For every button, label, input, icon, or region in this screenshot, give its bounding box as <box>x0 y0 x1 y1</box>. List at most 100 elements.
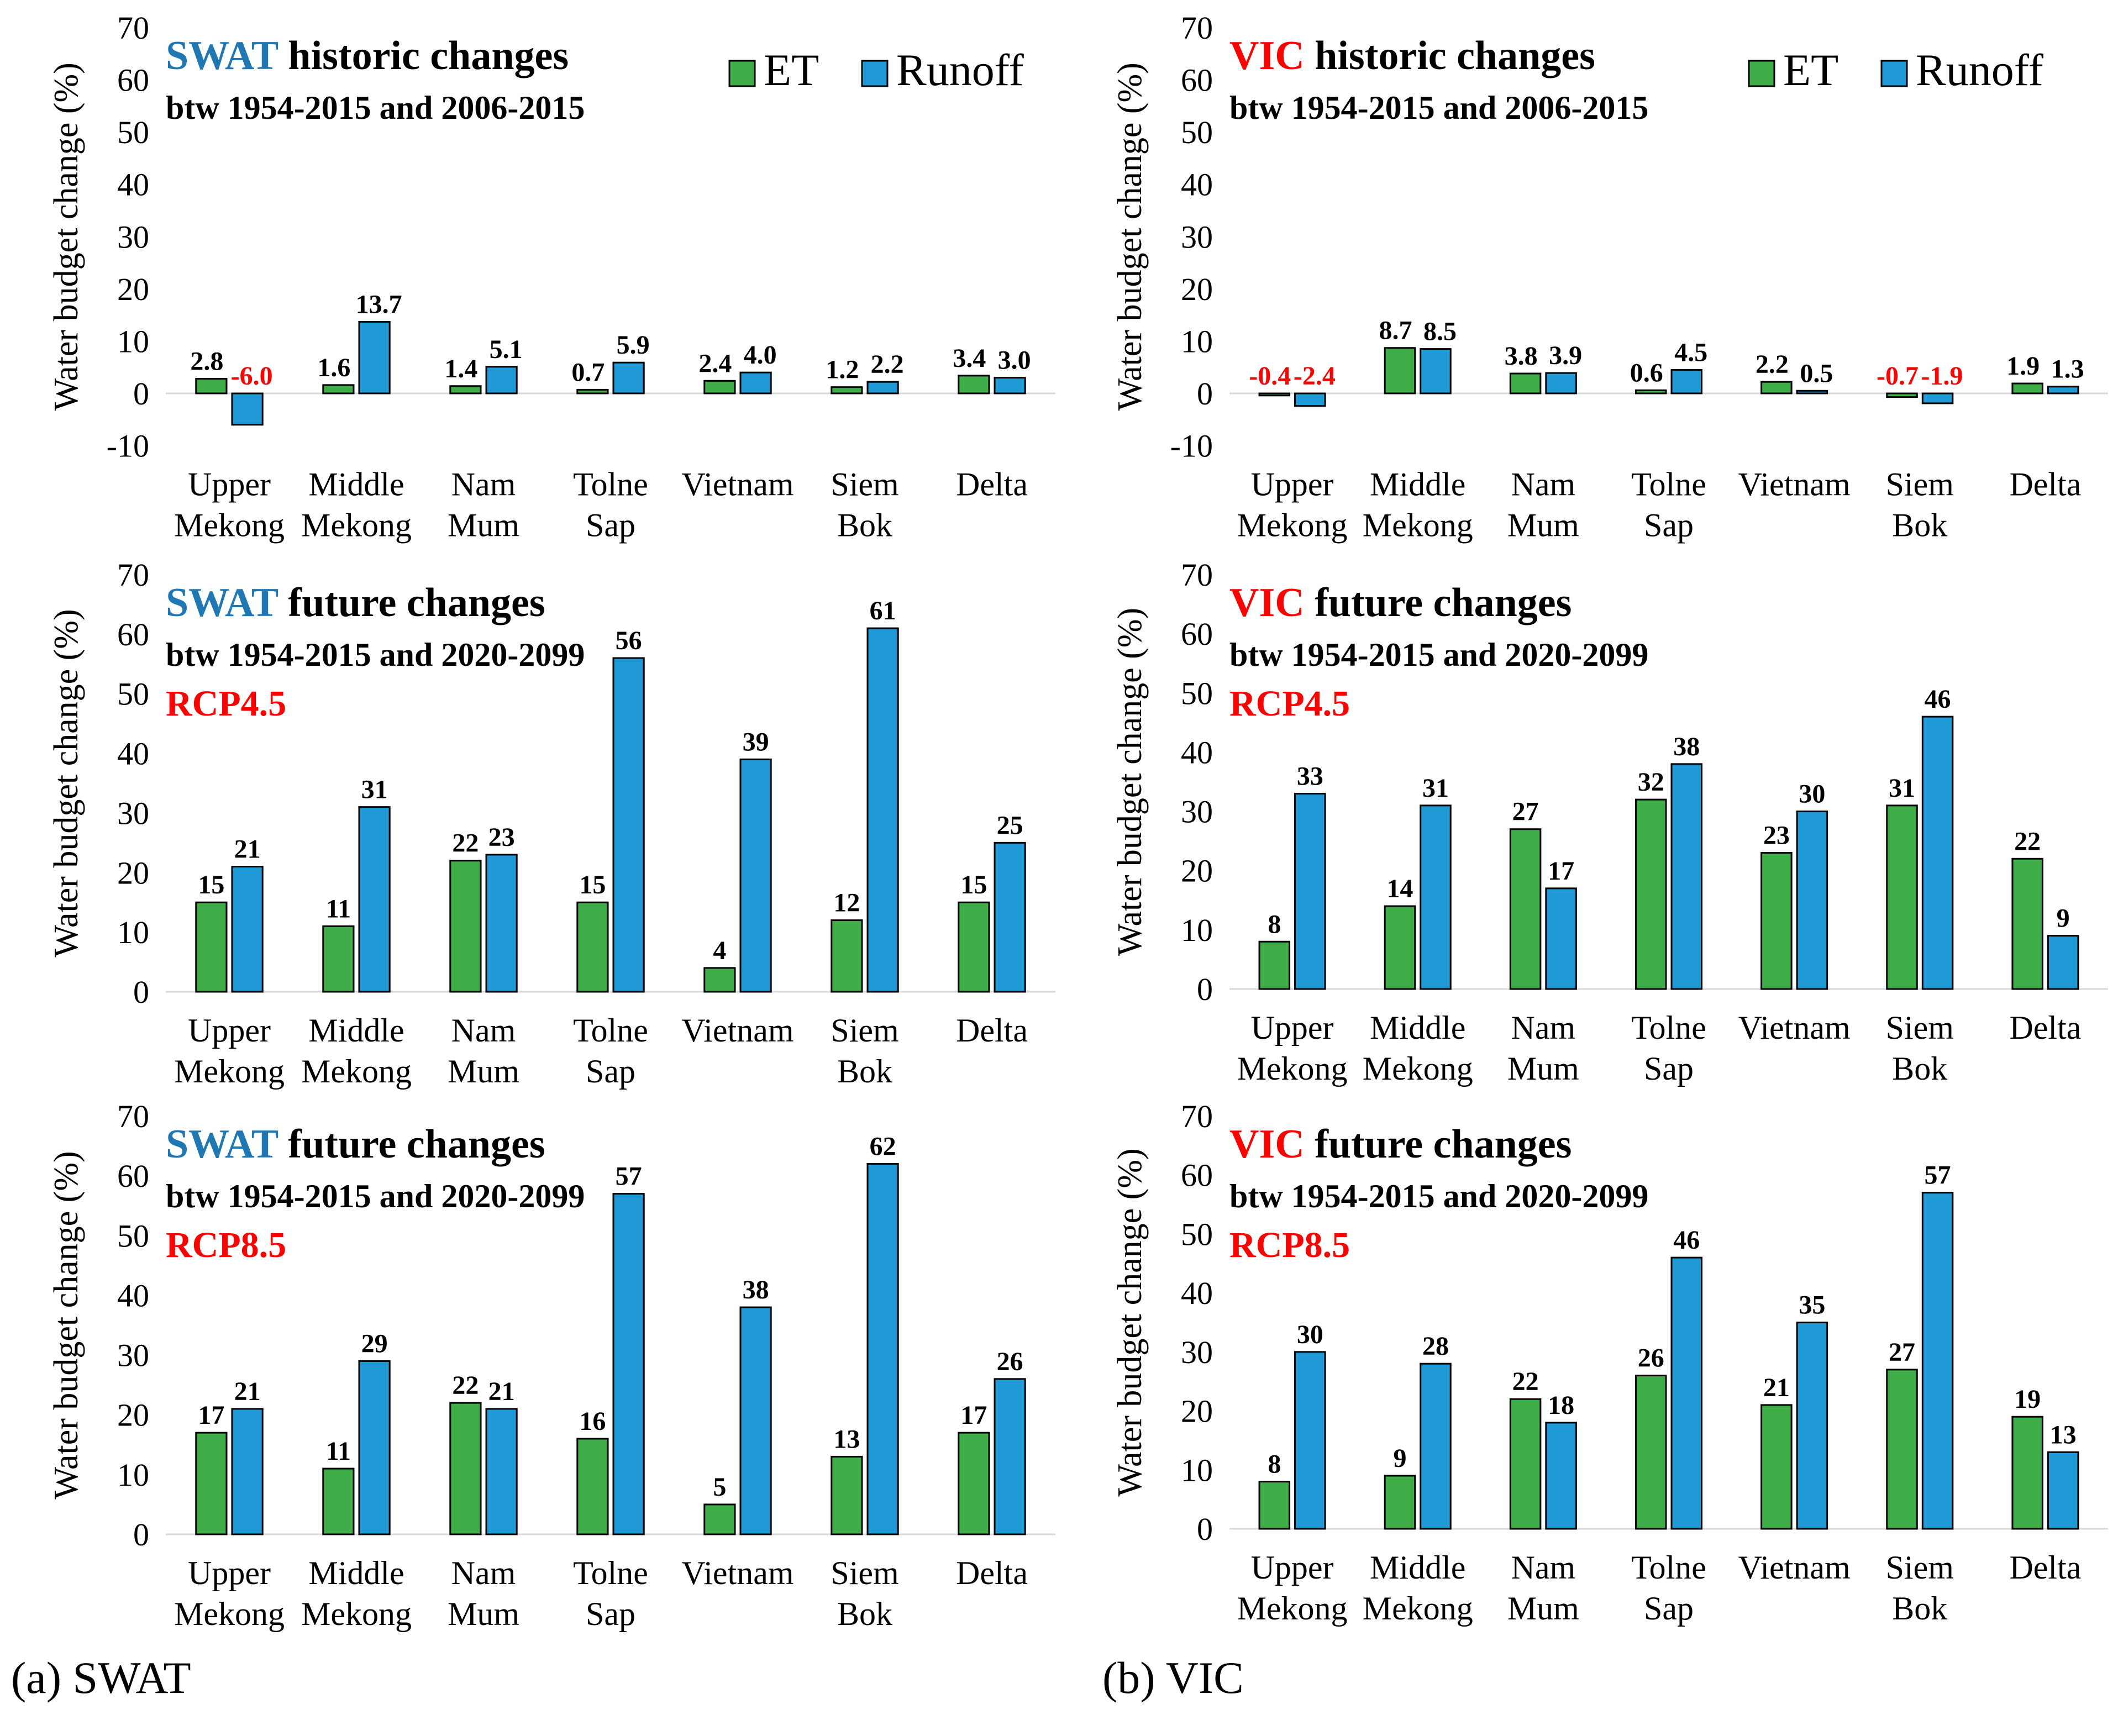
y-tick-label: 60 <box>1181 62 1213 98</box>
x-category-label: Upper <box>188 1555 271 1591</box>
x-category-label: Nam <box>451 1555 516 1591</box>
et-bar <box>1384 347 1416 394</box>
y-tick-label: 50 <box>1181 1216 1213 1252</box>
chart-subtitle: btw 1954-2015 and 2006-2015 <box>1229 90 1648 126</box>
x-category-label: Upper <box>188 466 271 503</box>
x-category-label: Nam <box>1511 1009 1576 1046</box>
runoff-value-label: 56 <box>616 626 642 655</box>
et-value-label: 11 <box>326 894 351 923</box>
runoff-value-label: 38 <box>743 1275 769 1304</box>
x-category-label: Tolne <box>1631 1549 1706 1586</box>
et-bar <box>576 901 609 993</box>
x-category-label: Tolne <box>573 466 648 503</box>
x-category-label: Tolne <box>1631 1009 1706 1046</box>
chart-swat-rcp85: 0 10 20 30 40 50 60 70 Water budget change (%) 17… <box>48 1098 1055 1632</box>
runoff-value-label: 31 <box>361 775 388 804</box>
y-tick-label: 70 <box>117 557 149 593</box>
runoff-bar <box>1294 392 1326 407</box>
scenario-label: RCP4.5 <box>166 683 286 724</box>
y-tick-label: 40 <box>1181 167 1213 203</box>
runoff-bar <box>866 627 899 993</box>
y-tick-label: 60 <box>1181 616 1213 652</box>
et-value-label: 16 <box>579 1407 606 1436</box>
y-tick-label: 20 <box>117 855 149 891</box>
runoff-bar <box>231 392 264 426</box>
runoff-value-label: 5.9 <box>617 330 650 360</box>
y-tick-label: 40 <box>117 736 149 772</box>
runoff-bar <box>1796 811 1828 990</box>
runoff-bar <box>231 1408 264 1535</box>
runoff-bar <box>994 1378 1026 1535</box>
et-value-label: 3.8 <box>1505 341 1538 371</box>
chart-swat-historic: -10 0 10 20 30 40 50 60 70 Water budget change (%… <box>48 10 1055 544</box>
et-bar <box>576 1438 609 1535</box>
y-tick-label: 50 <box>117 114 149 150</box>
x-category-label: Middle <box>308 466 404 503</box>
y-tick-label: 0 <box>1197 1511 1213 1547</box>
runoff-bar <box>485 366 518 394</box>
x-category-label: Nam <box>451 1012 516 1049</box>
runoff-bar <box>1921 392 1954 404</box>
runoff-value-label: 4.0 <box>744 340 777 370</box>
runoff-bar <box>1294 792 1326 990</box>
runoff-value-label: 25 <box>997 811 1023 840</box>
runoff-bar <box>1796 390 1828 394</box>
et-value-label: 0.6 <box>1630 358 1663 387</box>
et-value-label: 15 <box>198 870 224 899</box>
y-tick-label: 30 <box>1181 794 1213 830</box>
et-value-label: 8.7 <box>1379 316 1412 345</box>
chart-title: SWAT future changes <box>166 1122 545 1167</box>
x-category-label: Delta <box>956 1012 1028 1049</box>
et-bar <box>831 919 863 993</box>
model-name: SWAT <box>166 580 278 625</box>
y-tick-label: 0 <box>1197 376 1213 412</box>
y-tick-label: 0 <box>1197 971 1213 1007</box>
scenario-label: RCP4.5 <box>1229 683 1350 724</box>
et-value-label: 21 <box>1763 1373 1790 1402</box>
x-category-label: Vietnam <box>682 1012 794 1049</box>
y-tick-label: 10 <box>117 914 149 950</box>
et-value-label: 1.9 <box>2006 351 2040 381</box>
et-bar <box>322 925 355 993</box>
y-axis-title: Water budget change (%) <box>1111 608 1149 956</box>
et-value-label: 8 <box>1268 909 1281 939</box>
x-category-label: Nam <box>451 466 516 503</box>
x-category-label: Tolne <box>1631 466 1706 503</box>
runoff-value-label: 46 <box>1673 1225 1700 1255</box>
y-tick-label: 60 <box>117 617 149 653</box>
et-value-label: 22 <box>452 1371 479 1400</box>
runoff-value-label: 39 <box>743 727 769 756</box>
y-tick-label: 10 <box>117 1457 149 1493</box>
title-rest: historic changes <box>1305 33 1595 78</box>
x-category-label: Delta <box>2009 466 2081 503</box>
x-category-label: Upper <box>1251 466 1334 503</box>
x-category-label: Siem <box>1886 1549 1954 1586</box>
et-value-label: 27 <box>1889 1338 1915 1367</box>
x-category-label: Mekong <box>301 1053 412 1090</box>
et-bar <box>1760 852 1793 990</box>
et-bar <box>1886 392 1918 398</box>
runoff-value-label: -1.9 <box>1921 361 1963 391</box>
x-category-label: Bok <box>837 1596 892 1632</box>
et-value-label: 4 <box>713 936 726 965</box>
x-category-label: Nam <box>1511 466 1576 503</box>
chart-title: VIC future changes <box>1229 580 1572 625</box>
x-category-label: Mum <box>1507 1590 1579 1627</box>
y-tick-label: 30 <box>117 1338 149 1374</box>
runoff-value-label: 8.5 <box>1423 317 1457 346</box>
title-rest: future changes <box>1305 580 1572 625</box>
et-bar <box>703 967 736 993</box>
x-category-label: Mekong <box>1237 1590 1348 1627</box>
runoff-value-label: 30 <box>1799 780 1825 809</box>
legend-swatch-runoff <box>1880 60 1908 87</box>
x-category-label: Siem <box>1886 466 1954 503</box>
et-value-label: 15 <box>960 870 987 899</box>
x-category-label: Vietnam <box>1738 1009 1851 1046</box>
runoff-value-label: 3.0 <box>998 346 1031 375</box>
x-category-label: Vietnam <box>682 1555 794 1591</box>
y-tick-label: -10 <box>1170 428 1213 464</box>
y-tick-label: -10 <box>107 428 149 464</box>
x-category-label: Mekong <box>1363 1050 1473 1087</box>
et-bar <box>195 1432 228 1535</box>
runoff-bar <box>739 1306 772 1535</box>
